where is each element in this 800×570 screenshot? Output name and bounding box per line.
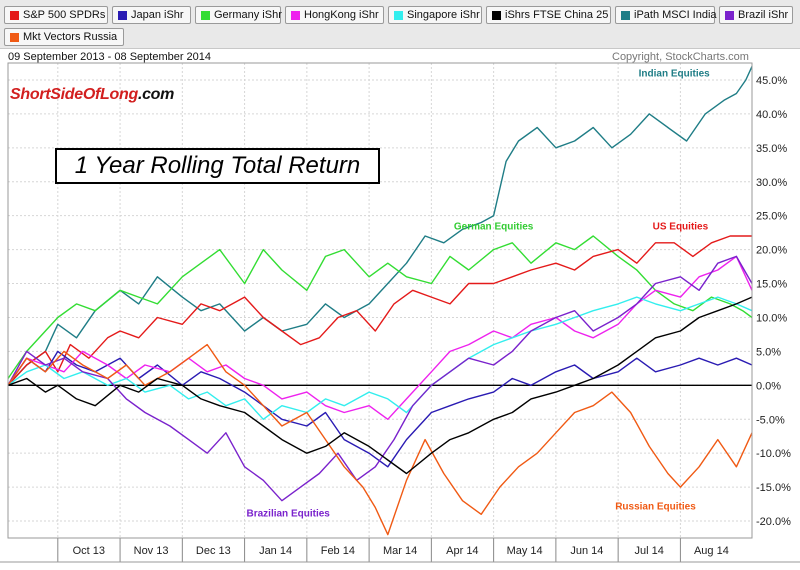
series-line-3 [7,255,753,420]
x-tick-label: Jan 14 [259,545,292,557]
annotation-label: Indian Equities [639,69,711,80]
annotation-label: Russian Equities [615,502,696,513]
x-tick-label: May 14 [507,545,543,557]
legend-item[interactable]: Germany iShr [195,6,282,24]
y-tick-label: 30.0% [756,177,787,189]
y-tick-label: -20.0% [756,516,791,528]
legend-swatch [725,11,734,20]
y-tick-label: -15.0% [756,482,791,494]
legend-swatch [10,33,19,42]
y-tick-label: 25.0% [756,211,787,223]
legend-swatch [10,11,19,20]
legend-label: Japan iShr [131,9,184,21]
y-tick-label: 15.0% [756,279,787,291]
y-tick-label: 45.0% [756,75,787,87]
axes: 45.0% 40.0% 35.0% 30.0% 25.0% 20.0% 15.0% 10.0%… [0,62,800,563]
series-line-1 [7,350,753,468]
brand-logo: ShortSideOfLong.com [10,86,174,104]
chart-title: 1 Year Rolling Total Return [55,148,380,184]
y-tick-label: -5.0% [756,414,785,426]
series-line-6 [7,66,753,386]
legend-label: S&P 500 SPDRs [23,9,106,21]
legend-label: Mkt Vectors Russia [23,31,118,43]
y-tick-label: 35.0% [756,143,787,155]
x-tick-label: Jul 14 [634,545,663,557]
x-tick-label: Jun 14 [570,545,603,557]
x-tick-label: Dec 13 [196,545,231,557]
annotation-label: Brazilian Equities [246,508,330,519]
x-tick-label: Aug 14 [694,545,729,557]
legend-label: Brazil iShr [738,9,789,21]
legend-label: iPath MSCI India [634,9,717,21]
y-tick-label: 20.0% [756,245,787,257]
annotation-label: US Equities [653,221,709,232]
legend-swatch [201,11,210,20]
legend-label: iShrs FTSE China 25 [505,9,609,21]
x-tick-label: Oct 13 [73,545,105,557]
legend-item[interactable]: iPath MSCI India [615,6,717,24]
x-tick-label: Apr 14 [446,545,478,557]
legend-label: Germany iShr [214,9,282,21]
legend-swatch [492,11,501,20]
y-tick-label: -10.0% [756,448,791,460]
legend-swatch [621,11,630,20]
y-tick-label: 10.0% [756,312,787,324]
legend-item[interactable]: HongKong iShr [285,6,384,24]
legend-item[interactable]: Mkt Vectors Russia [4,28,124,46]
legend-swatch [118,11,127,20]
legend-item[interactable]: S&P 500 SPDRs [4,6,108,24]
series-line-7 [7,255,753,502]
x-tick-label: Nov 13 [134,545,169,557]
x-tick-label: Feb 14 [321,545,355,557]
legend-label: Singapore iShr [407,9,480,21]
copyright: Copyright, StockCharts.com [612,51,749,63]
legend-swatch [394,11,403,20]
legend-item[interactable]: Singapore iShr [388,6,482,24]
series-line-8 [7,343,753,536]
series-group [7,66,753,536]
date-range: 09 September 2013 - 08 September 2014 [8,51,212,63]
series-line-4 [7,296,753,420]
legend-bar: S&P 500 SPDRs Japan iShr Germany iShr HongK… [0,0,800,49]
legend-label: HongKong iShr [304,9,379,21]
annotations: Indian Equities German Equities US Equitie… [246,69,710,520]
legend-swatch [291,11,300,20]
y-tick-label: 0.0% [756,380,781,392]
brand-name: ShortSideOfLong [10,86,138,103]
series-line-0 [7,235,752,386]
y-tick-label: 5.0% [756,346,781,358]
plot-frame [7,62,753,539]
series-line-2 [7,235,753,379]
legend-item[interactable]: iShrs FTSE China 25 [486,6,611,24]
legend-item[interactable]: Japan iShr [112,6,191,24]
x-tick-label: Mar 14 [383,545,417,557]
brand-domain: .com [137,86,175,103]
annotation-label: German Equities [454,221,534,232]
y-tick-label: 40.0% [756,109,787,121]
legend-item[interactable]: Brazil iShr [719,6,793,24]
series-line-5 [7,296,753,475]
